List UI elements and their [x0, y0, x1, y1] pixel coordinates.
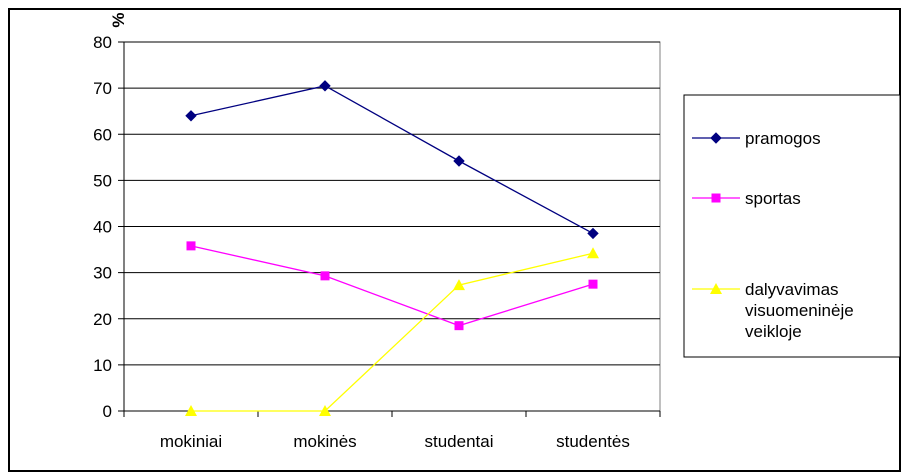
legend-entry-0: pramogos — [692, 129, 821, 148]
data-point — [588, 279, 598, 289]
y-tick-label: 60 — [93, 125, 112, 144]
y-tick-label: 40 — [93, 218, 112, 237]
series-line — [190, 245, 594, 327]
legend-label-line: visuomeninėje — [745, 301, 854, 320]
y-tick-label: 30 — [93, 264, 112, 283]
x-tick-label: mokinės — [293, 432, 356, 451]
y-tick-label: 20 — [93, 310, 112, 329]
y-axis-label: % — [109, 12, 128, 27]
legend-label-line: pramogos — [745, 129, 821, 148]
legend-label-line: dalyvavimas — [745, 280, 839, 299]
data-point — [185, 405, 197, 416]
x-tick-label: studentai — [425, 432, 494, 451]
legend-entry-1: sportas — [692, 189, 801, 208]
legend-marker — [710, 132, 722, 144]
data-point — [587, 247, 599, 259]
data-point — [319, 80, 331, 92]
data-point — [587, 227, 599, 240]
x-tick-label: studentės — [556, 432, 630, 451]
legend-label: sportas — [745, 189, 801, 208]
legend-label-line: veikloje — [745, 322, 802, 341]
data-point — [319, 405, 331, 416]
legend-label: dalyvavimas visuomeninėje veikloje — [745, 280, 854, 341]
series-line — [191, 252, 594, 412]
legend-label-line: sportas — [745, 189, 801, 208]
data-point — [186, 241, 196, 251]
data-point — [320, 271, 330, 281]
y-axis-ticks: 0 10 20 30 40 50 60 70 80 — [93, 33, 125, 421]
gridlines — [124, 41, 660, 366]
y-tick-label: 80 — [93, 33, 112, 52]
x-axis-ticks: mokiniai mokinės studentai studentės — [123, 410, 661, 451]
series-0 — [185, 80, 599, 240]
series-1 — [186, 241, 598, 331]
data-point — [453, 155, 465, 167]
series-line — [190, 85, 594, 234]
legend-entry-2: dalyvavimas visuomeninėje veikloje — [692, 280, 854, 341]
data-point — [454, 321, 464, 331]
y-tick-label: 0 — [103, 402, 112, 421]
y-tick-label: 70 — [93, 79, 112, 98]
y-tick-label: 10 — [93, 356, 112, 375]
series-2 — [185, 247, 599, 416]
data-point — [185, 110, 197, 122]
legend-marker — [710, 283, 722, 294]
series-group — [185, 80, 599, 416]
data-point — [453, 279, 465, 291]
x-tick-label: mokiniai — [160, 432, 222, 451]
legend-label: pramogos — [745, 129, 821, 148]
y-tick-label: 50 — [93, 171, 112, 190]
legend-marker — [711, 193, 721, 203]
legend: pramogos sportas dalyvavimas visuomeninėje v… — [692, 129, 854, 341]
